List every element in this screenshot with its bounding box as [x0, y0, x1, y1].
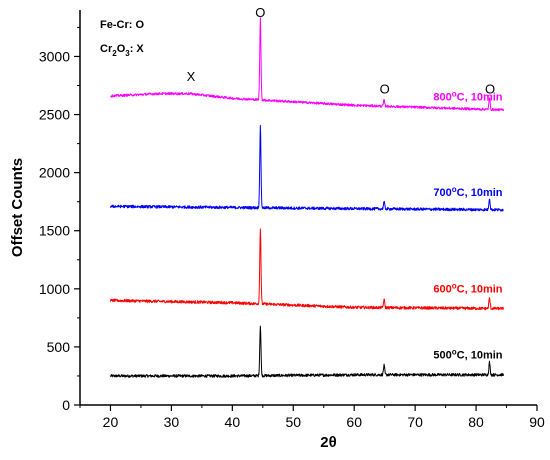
series-line-0 — [109, 325, 504, 378]
y-tick-label: 3000 — [39, 48, 70, 64]
series-line-1 — [109, 228, 504, 311]
labels-group: 800oC, 10min 700oC, 10min 600oC, 10min 500o… — [187, 5, 503, 362]
x-axis-title: 2θ — [320, 434, 336, 451]
series-label-2: 600oC, 10min — [433, 281, 502, 295]
y-tick-label: 2500 — [39, 107, 70, 123]
x-tick-label: 70 — [407, 414, 423, 430]
series-line-2 — [109, 124, 504, 212]
y-tick-label: 1500 — [39, 223, 70, 239]
x-tick-label: 80 — [468, 414, 484, 430]
fecr-marker-2: O — [380, 82, 390, 97]
series-label-0: 800oC, 10min — [433, 90, 502, 104]
x-tick-label: 50 — [285, 414, 301, 430]
y-axis-title: Offset Counts — [9, 158, 26, 257]
y-tick-label: 500 — [47, 339, 71, 355]
x-tick-label: 40 — [225, 414, 241, 430]
series-label-1: 700oC, 10min — [433, 185, 502, 199]
fecr-marker-0: O — [255, 5, 265, 20]
axes: 20 30 40 50 60 70 80 90 0 500 1000 1500 2000 2500 3000… — [9, 10, 545, 451]
x-tick-label: 30 — [164, 414, 180, 430]
legend-entry-fecr: Fe-Cr: O — [100, 19, 144, 31]
x-tick-label: 90 — [529, 414, 545, 430]
y-tick-label: 1000 — [39, 281, 70, 297]
fecr-marker-3: O — [485, 82, 495, 97]
x-tick-label: 20 — [103, 414, 119, 430]
cr2o3-marker-1: X — [187, 69, 196, 84]
series-group — [109, 17, 504, 378]
y-tick-label: 2000 — [39, 165, 70, 181]
series-label-3: 500oC, 10min — [433, 348, 502, 362]
y-tick-label: 0 — [62, 397, 70, 413]
legend: Fe-Cr: O Cr2O3: X — [100, 19, 144, 58]
x-tick-label: 60 — [346, 414, 362, 430]
series-line-3 — [110, 17, 504, 112]
legend-entry-cr2o3: Cr2O3: X — [100, 43, 144, 58]
